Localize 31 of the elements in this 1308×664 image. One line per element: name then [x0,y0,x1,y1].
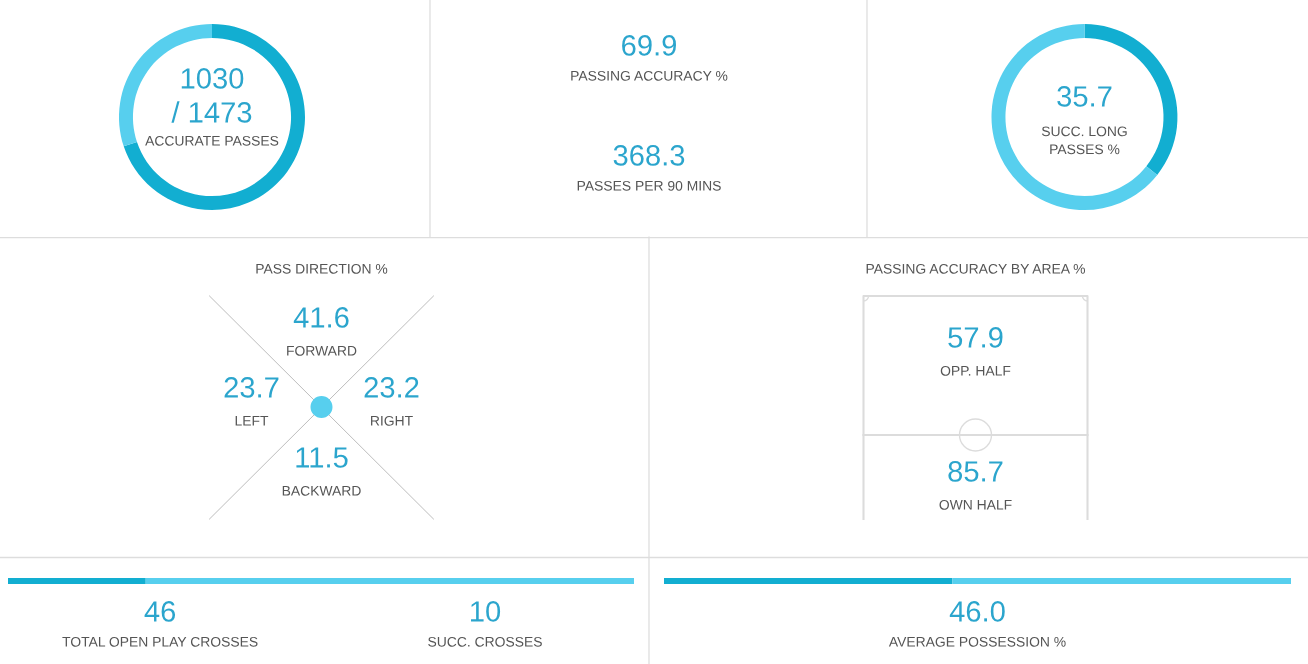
donut-slice [123,24,305,210]
text: 35.7 [1057,86,1112,107]
text: ACCURATE PASSES [145,135,279,146]
text: PASS DIRECTION % [256,263,388,274]
data-label: 23.2 [364,377,419,398]
category-label: LEFT [235,416,269,426]
text: PASSES PER 90 MINS [577,180,721,191]
data-label: 11.5 [296,447,348,468]
text: SUCC. CROSSES [428,636,542,647]
text: TOTAL OPEN PLAY CROSSES [62,636,258,647]
category-label: OWN HALF [939,499,1012,510]
text: PASSING ACCURACY % [571,70,728,81]
data-label: 57.9 [948,327,1003,348]
text: 46 [144,601,176,622]
text: 1030 [181,68,244,89]
data-label: 23.7 [224,377,279,398]
category-label: RIGHT [371,415,413,426]
category-label: OPP. HALF [940,365,1011,376]
text: 46.0 [949,601,1005,622]
text: PASSING ACCURACY BY AREA % [866,263,1086,274]
text: 10 [471,601,501,622]
text: AVERAGE POSSESSION % [888,636,1066,647]
data-label: 41.6 [293,307,349,328]
text: 368.3 [613,145,685,166]
category-label: BACKWARD [282,485,361,496]
text: SUCC. LONG PASSES % [1041,126,1127,155]
category-label: FORWARD [287,345,357,356]
text: 69.9 [622,35,676,56]
data-label: 85.7 [948,461,1003,482]
donut-slice [991,24,1158,210]
text: / 1473 [171,101,252,123]
